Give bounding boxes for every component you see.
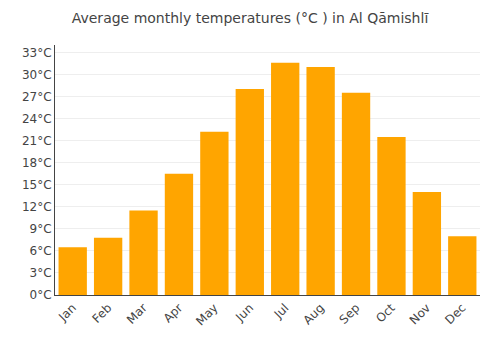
svg-text:May: May <box>193 301 220 328</box>
svg-text:27°C: 27°C <box>22 90 52 104</box>
svg-text:30°C: 30°C <box>22 68 52 82</box>
svg-text:Apr: Apr <box>161 301 186 326</box>
svg-text:3°C: 3°C <box>30 266 52 280</box>
svg-text:Feb: Feb <box>90 301 115 326</box>
svg-text:Aug: Aug <box>301 301 327 327</box>
svg-text:18°C: 18°C <box>22 156 52 170</box>
svg-text:0°C: 0°C <box>30 288 52 302</box>
svg-text:Mar: Mar <box>124 301 150 327</box>
svg-text:24°C: 24°C <box>22 112 52 126</box>
svg-text:Jul: Jul <box>271 301 292 322</box>
svg-text:12°C: 12°C <box>22 200 52 214</box>
svg-text:Nov: Nov <box>407 301 433 327</box>
svg-text:9°C: 9°C <box>30 222 52 236</box>
svg-text:21°C: 21°C <box>22 134 52 148</box>
svg-text:6°C: 6°C <box>30 244 52 258</box>
svg-text:Jan: Jan <box>55 301 79 325</box>
svg-text:33°C: 33°C <box>22 46 52 60</box>
svg-text:Oct: Oct <box>373 301 398 326</box>
svg-text:Average monthly temperatures (: Average monthly temperatures (°C ) in Al… <box>72 10 429 26</box>
svg-text:15°C: 15°C <box>22 178 52 192</box>
svg-text:Sep: Sep <box>337 301 363 327</box>
svg-text:Jun: Jun <box>232 301 256 325</box>
svg-text:Dec: Dec <box>442 301 468 327</box>
